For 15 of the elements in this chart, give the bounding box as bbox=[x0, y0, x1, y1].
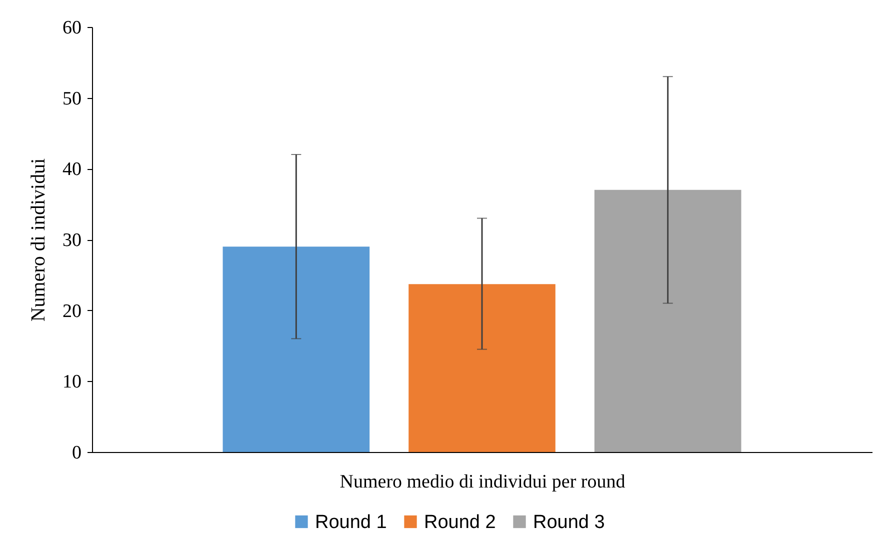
legend-label: Round 3 bbox=[533, 512, 605, 533]
y-axis-title: Numero di individui bbox=[28, 158, 50, 322]
bar bbox=[408, 284, 556, 452]
y-tick-label: 20 bbox=[62, 300, 82, 322]
x-axis-title: Numero medio di individui per round bbox=[340, 472, 626, 492]
bar bbox=[222, 246, 370, 452]
y-tick-label: 60 bbox=[62, 18, 82, 38]
y-tick-label: 50 bbox=[62, 88, 82, 110]
y-tick-label: 40 bbox=[62, 159, 82, 180]
bar bbox=[594, 190, 742, 452]
y-tick-label: 30 bbox=[62, 230, 82, 251]
y-tick-label: 0 bbox=[72, 442, 82, 464]
legend-label: Round 2 bbox=[424, 512, 496, 533]
y-tick-label: 10 bbox=[62, 372, 82, 393]
legend-label: Round 1 bbox=[315, 512, 387, 533]
